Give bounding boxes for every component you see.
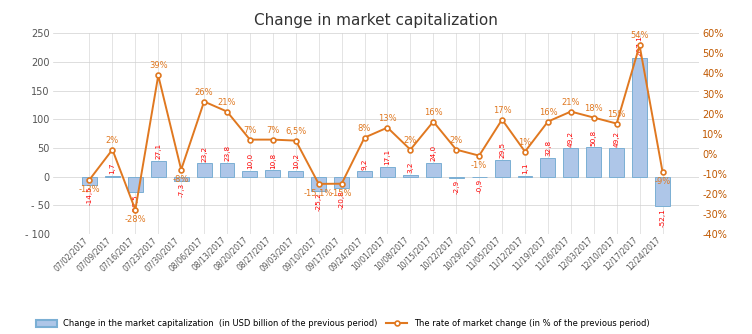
Text: -9%: -9% <box>654 177 671 186</box>
Text: -15%: -15% <box>331 189 353 198</box>
Text: 54%: 54% <box>630 31 649 40</box>
Text: -15,1%: -15,1% <box>304 189 333 198</box>
Bar <box>242 171 257 177</box>
Text: 32,8: 32,8 <box>545 140 551 156</box>
Bar <box>288 171 303 177</box>
Text: 27,1: 27,1 <box>155 143 161 159</box>
Text: 6,5%: 6,5% <box>285 127 306 136</box>
Text: -28%: -28% <box>125 215 146 224</box>
Text: 21%: 21% <box>218 98 236 107</box>
Text: 2%: 2% <box>106 136 119 145</box>
Text: 2%: 2% <box>450 136 462 145</box>
Text: -2,9: -2,9 <box>453 180 459 194</box>
Bar <box>449 177 464 178</box>
Text: -1%: -1% <box>471 161 487 170</box>
Bar <box>151 161 165 177</box>
Bar <box>632 58 647 177</box>
Text: 16%: 16% <box>424 108 443 117</box>
Text: 17%: 17% <box>493 106 511 115</box>
Text: 7%: 7% <box>266 126 280 135</box>
Text: 15%: 15% <box>608 110 626 119</box>
Text: 7%: 7% <box>243 126 256 135</box>
Text: -52,1: -52,1 <box>660 208 666 227</box>
Text: 49,2: 49,2 <box>568 131 574 147</box>
Text: 1,7: 1,7 <box>109 162 115 174</box>
Bar <box>403 175 418 177</box>
Text: 207,1: 207,1 <box>637 35 643 56</box>
Bar <box>82 177 97 185</box>
Bar <box>311 177 326 191</box>
Text: 3,2: 3,2 <box>408 162 414 173</box>
Text: 1,1: 1,1 <box>522 163 528 174</box>
Text: 10,8: 10,8 <box>270 153 276 169</box>
Text: -0,9: -0,9 <box>476 179 482 193</box>
Text: 8%: 8% <box>358 124 371 133</box>
Text: -8%: -8% <box>173 175 190 184</box>
Text: 50,8: 50,8 <box>591 130 597 146</box>
Bar <box>357 171 372 177</box>
Bar <box>128 177 143 192</box>
Text: 18%: 18% <box>584 104 603 113</box>
Bar <box>334 177 349 188</box>
Text: -14,5: -14,5 <box>86 187 92 205</box>
Bar <box>265 170 280 177</box>
Bar <box>174 177 189 181</box>
Text: 21%: 21% <box>562 98 580 107</box>
Text: 23,8: 23,8 <box>224 145 230 161</box>
Text: 23,2: 23,2 <box>201 145 207 162</box>
Text: 10,2: 10,2 <box>293 153 299 169</box>
Text: 49,2: 49,2 <box>614 131 620 147</box>
Text: 17,1: 17,1 <box>384 149 390 165</box>
Bar <box>563 148 578 177</box>
Text: 26%: 26% <box>195 88 214 97</box>
Text: 2%: 2% <box>404 136 417 145</box>
Bar <box>517 176 532 177</box>
Text: -25,2: -25,2 <box>316 193 322 211</box>
Bar <box>380 167 395 177</box>
Text: 10,0: 10,0 <box>247 153 253 169</box>
Bar <box>105 176 120 177</box>
Text: 9,2: 9,2 <box>362 158 368 170</box>
Text: -13%: -13% <box>79 185 100 194</box>
Text: -27,5: -27,5 <box>132 194 138 213</box>
Text: 16%: 16% <box>538 108 557 117</box>
Bar <box>196 163 211 177</box>
Legend: Change in the market capitalization  (in USD billion of the previous period), Th: Change in the market capitalization (in … <box>35 318 651 330</box>
Bar <box>655 177 670 206</box>
Bar <box>609 148 624 177</box>
Bar <box>426 163 441 177</box>
Text: 13%: 13% <box>378 114 397 123</box>
Bar <box>587 147 601 177</box>
Bar <box>541 158 556 177</box>
Text: 39%: 39% <box>149 61 168 70</box>
Text: -20,8: -20,8 <box>338 190 344 209</box>
Text: 1%: 1% <box>518 138 532 147</box>
Text: -7,3: -7,3 <box>178 182 184 197</box>
Text: 29,5: 29,5 <box>499 142 505 158</box>
Bar <box>220 163 235 177</box>
Text: 24,0: 24,0 <box>430 145 436 161</box>
Title: Change in market capitalization: Change in market capitalization <box>254 13 498 28</box>
Bar <box>495 160 510 177</box>
